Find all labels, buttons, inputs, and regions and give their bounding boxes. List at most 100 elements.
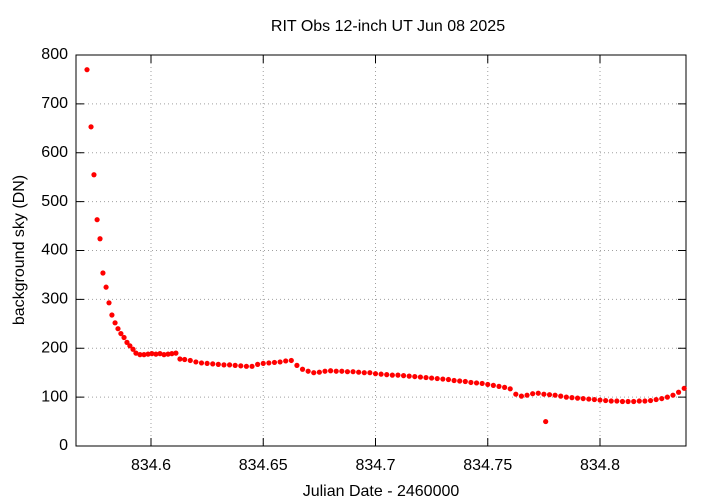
point (226, 362, 233, 368)
point (103, 284, 109, 290)
point (485, 381, 491, 388)
point (115, 326, 121, 332)
point (169, 351, 175, 357)
point (434, 375, 440, 382)
point (94, 217, 100, 223)
point (543, 418, 549, 425)
point (173, 350, 179, 356)
point (524, 392, 530, 398)
point (283, 358, 289, 364)
point (333, 368, 339, 374)
point (100, 270, 106, 276)
point (406, 373, 412, 379)
point (137, 352, 143, 358)
point (88, 124, 94, 130)
point (580, 395, 586, 402)
point (127, 343, 133, 349)
point (165, 351, 171, 357)
point (372, 371, 379, 377)
point (260, 360, 266, 367)
point (266, 360, 272, 366)
point (451, 377, 457, 384)
point (513, 391, 519, 397)
point (462, 378, 468, 385)
y-tick-label: 600 (41, 144, 68, 161)
point (653, 396, 659, 403)
point (496, 383, 502, 389)
point (141, 352, 147, 358)
point (631, 398, 637, 405)
point (161, 352, 167, 358)
point (243, 363, 250, 369)
point (121, 334, 127, 341)
y-tick-label: 300 (41, 291, 68, 308)
point (288, 357, 294, 364)
point (647, 397, 654, 404)
y-tick-label: 700 (41, 95, 68, 112)
point (255, 361, 261, 367)
point (530, 391, 536, 397)
point (490, 382, 496, 388)
point (675, 389, 682, 395)
point (518, 393, 525, 399)
point (271, 359, 278, 366)
point (412, 373, 418, 380)
point (636, 398, 642, 404)
y-tick-label: 400 (41, 242, 68, 259)
point (149, 351, 155, 357)
point (299, 366, 306, 372)
point (182, 356, 188, 363)
x-axis-label: Julian Date - 2460000 (303, 483, 460, 500)
x-tick-label: 834.75 (463, 457, 512, 474)
y-tick-label: 0 (59, 437, 68, 454)
point (614, 398, 620, 404)
point (277, 359, 283, 365)
point (112, 320, 118, 326)
point (619, 398, 626, 405)
point (429, 375, 435, 381)
plot-frame (75, 54, 687, 447)
point (198, 360, 205, 366)
y-tick-label: 200 (41, 339, 68, 356)
chart-title: RIT Obs 12-inch UT Jun 08 2025 (271, 18, 505, 35)
point (546, 392, 553, 398)
point (367, 370, 373, 376)
point (501, 384, 508, 390)
point (479, 380, 485, 387)
point (659, 395, 665, 402)
point (124, 339, 130, 345)
point (423, 374, 429, 381)
point (597, 397, 603, 403)
point (305, 368, 311, 374)
point (327, 368, 334, 374)
point (177, 356, 183, 362)
point (400, 373, 407, 379)
point (389, 372, 395, 378)
point (91, 172, 97, 178)
point (97, 236, 103, 242)
point (457, 378, 463, 384)
y-tick-label: 100 (41, 388, 68, 405)
point (384, 372, 390, 378)
x-tick-label: 834.7 (355, 457, 395, 474)
point (210, 361, 216, 367)
point (395, 372, 401, 378)
y-axis-label: background sky (DN) (11, 175, 28, 325)
point (608, 398, 614, 404)
point (339, 368, 345, 374)
y-tick-label: 800 (41, 46, 68, 63)
y-tick-label: 500 (41, 193, 68, 210)
point (221, 362, 227, 368)
point (350, 369, 356, 375)
point (541, 391, 547, 397)
point (294, 362, 300, 368)
point (664, 394, 670, 400)
point (445, 376, 452, 383)
point (563, 394, 569, 400)
point (603, 397, 609, 404)
point (670, 392, 676, 398)
point (106, 300, 112, 306)
point (118, 330, 124, 337)
point (322, 368, 328, 374)
